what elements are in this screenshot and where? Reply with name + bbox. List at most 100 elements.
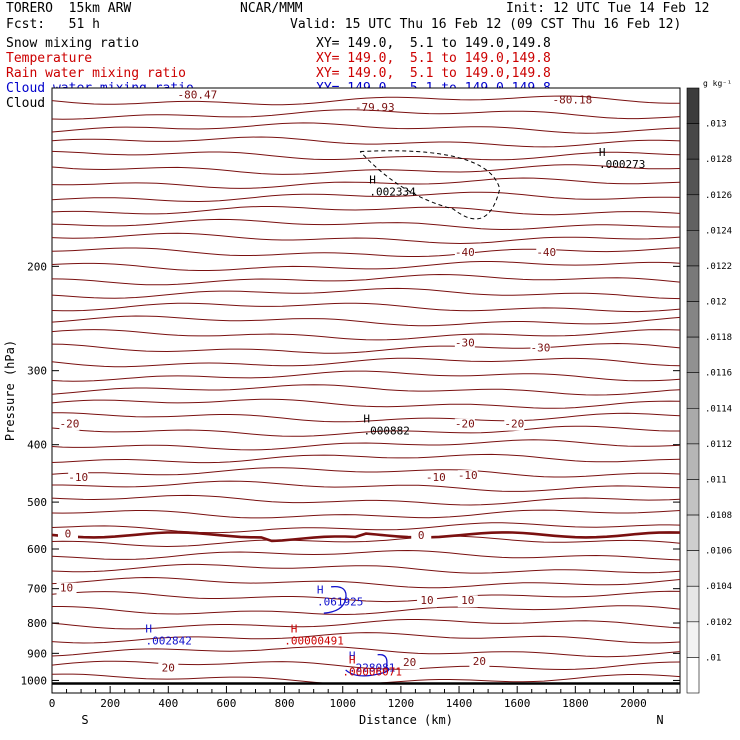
cloud-water-contour [345, 653, 390, 677]
contour-label-bg [399, 657, 420, 670]
legend-label: Rain water mixing ratio [6, 66, 187, 81]
y-tick-label: 300 [27, 365, 47, 378]
extremum-marker: H [349, 654, 356, 667]
extremum-marker: H [145, 623, 152, 636]
contour-label-bg [56, 582, 77, 595]
legend-label: Snow mixing ratio [6, 36, 140, 51]
isotherm-line [51, 439, 681, 451]
temperature-contour-label: 20 [403, 656, 416, 669]
isotherm-line [51, 150, 681, 161]
extremum-marker: H [363, 412, 370, 425]
isotherm-line [51, 95, 680, 106]
isotherm-line [51, 122, 681, 134]
isotherm-line [51, 590, 681, 603]
temperature-contour-label: -30 [455, 337, 475, 350]
contour-label-bg [425, 471, 446, 484]
colorbar-segment [686, 158, 700, 196]
colorbar-segment [686, 550, 700, 587]
extremum-value: .000882 [364, 424, 410, 437]
y-tick-label: 700 [27, 583, 47, 596]
top-temperature-value: -80.18 [553, 94, 593, 107]
colorbar-tick-label: .0124 [705, 226, 732, 236]
temperature-contour-label: -20 [504, 418, 524, 431]
extremum-value: .002842 [145, 635, 191, 648]
extremum-value: .002334 [369, 185, 416, 198]
temperature-contour-label: 0 [418, 529, 425, 542]
x-tick-label: 1000 [329, 697, 356, 710]
contour-label-bg [59, 418, 80, 431]
isotherm-line [51, 467, 681, 478]
y-tick-label: 200 [27, 260, 47, 273]
isotherm-line [51, 398, 681, 409]
isotherm-line [51, 273, 681, 286]
colorbar-tick-label: .0122 [705, 262, 732, 272]
temperature-contour-label: 10 [420, 594, 433, 607]
isotherm-line [52, 412, 681, 423]
y-tick-label: 400 [27, 439, 47, 452]
colorbar-segment [686, 585, 700, 623]
x-tick-label: 1200 [388, 697, 415, 710]
snow-contour [359, 150, 501, 220]
legend-xy: XY= 149.0, 5.1 to 149.0,149.8 [316, 36, 551, 51]
colorbar-tick-label: .0108 [705, 511, 732, 521]
colorbar-tick-label: .0118 [705, 333, 732, 343]
isotherm-line [51, 218, 680, 231]
legend-xy: XY= 149.0, 5.1 to 149.0,149.8 [316, 66, 551, 81]
y-tick-label: 600 [27, 543, 47, 556]
colorbar-tick-label: .0114 [705, 404, 732, 414]
colorbar-tick-label: .0102 [705, 618, 732, 628]
temperature-contour-label: -20 [455, 418, 475, 431]
forecast-hour: Fcst: 51 h [6, 17, 100, 32]
isotherm-line [52, 605, 681, 616]
colorbar-segment [686, 194, 700, 231]
top-temperature-value: -80.47 [177, 89, 217, 102]
top-temperature-value: -79.93 [355, 101, 395, 114]
contour-label-bg [457, 595, 478, 608]
x-tick-label: 400 [158, 697, 178, 710]
isotherm-line [51, 494, 681, 506]
x-tick-label: 2000 [620, 697, 647, 710]
isotherm-line [51, 302, 681, 313]
contour-label-bg [57, 528, 78, 541]
cloud-water-contour [323, 585, 347, 614]
colorbar-segment [686, 123, 700, 160]
colorbar-tick-label: .0126 [705, 191, 732, 201]
contour-label-bg [454, 247, 475, 260]
isotherm-line [51, 632, 681, 644]
x-tick-label: 800 [275, 697, 295, 710]
org-title: NCAR/MMM [240, 1, 303, 16]
isotherm-line [51, 357, 681, 368]
colorbar-tick-label: .012 [705, 298, 727, 308]
isotherm-line [51, 453, 681, 464]
isotherm-line [51, 535, 681, 548]
north-endpoint-label: N [656, 713, 663, 727]
model-title: TORERO 15km ARW [6, 1, 132, 16]
init-time: Init: 12 UTC Tue 14 Feb 12 [506, 1, 710, 16]
isotherm-line [51, 563, 681, 574]
colorbar-tick-label: .0128 [705, 155, 732, 165]
colorbar-tick-label: .0104 [705, 582, 732, 592]
isotherm-line [51, 315, 681, 327]
isotherm-line [51, 109, 681, 120]
colorbar-segment [686, 657, 700, 694]
isotherm-line [51, 329, 681, 341]
isotherm-line [51, 261, 681, 271]
temperature-contour-label: 10 [461, 594, 474, 607]
isotherm-line [51, 370, 681, 382]
plot-frame [51, 87, 681, 694]
contour-label-bg [469, 655, 490, 668]
colorbar-tick-label: .01 [705, 653, 721, 663]
contour-label-bg [454, 337, 475, 350]
temperature-contour-label: -20 [60, 418, 80, 431]
x-axis-label: Distance (km) [359, 713, 453, 727]
isotherm-line [51, 164, 681, 175]
contour-label-bg [417, 595, 438, 608]
isotherm-line [51, 576, 681, 589]
contour-label-bg [454, 418, 475, 431]
contour-label-bg [68, 471, 89, 484]
temperature-contour-label: -30 [531, 341, 551, 354]
isotherm-line [51, 191, 681, 203]
contour-label-bg [457, 470, 478, 483]
colorbar-tick-label: .0116 [705, 369, 732, 379]
colorbar-tick-label: .0106 [705, 547, 732, 557]
